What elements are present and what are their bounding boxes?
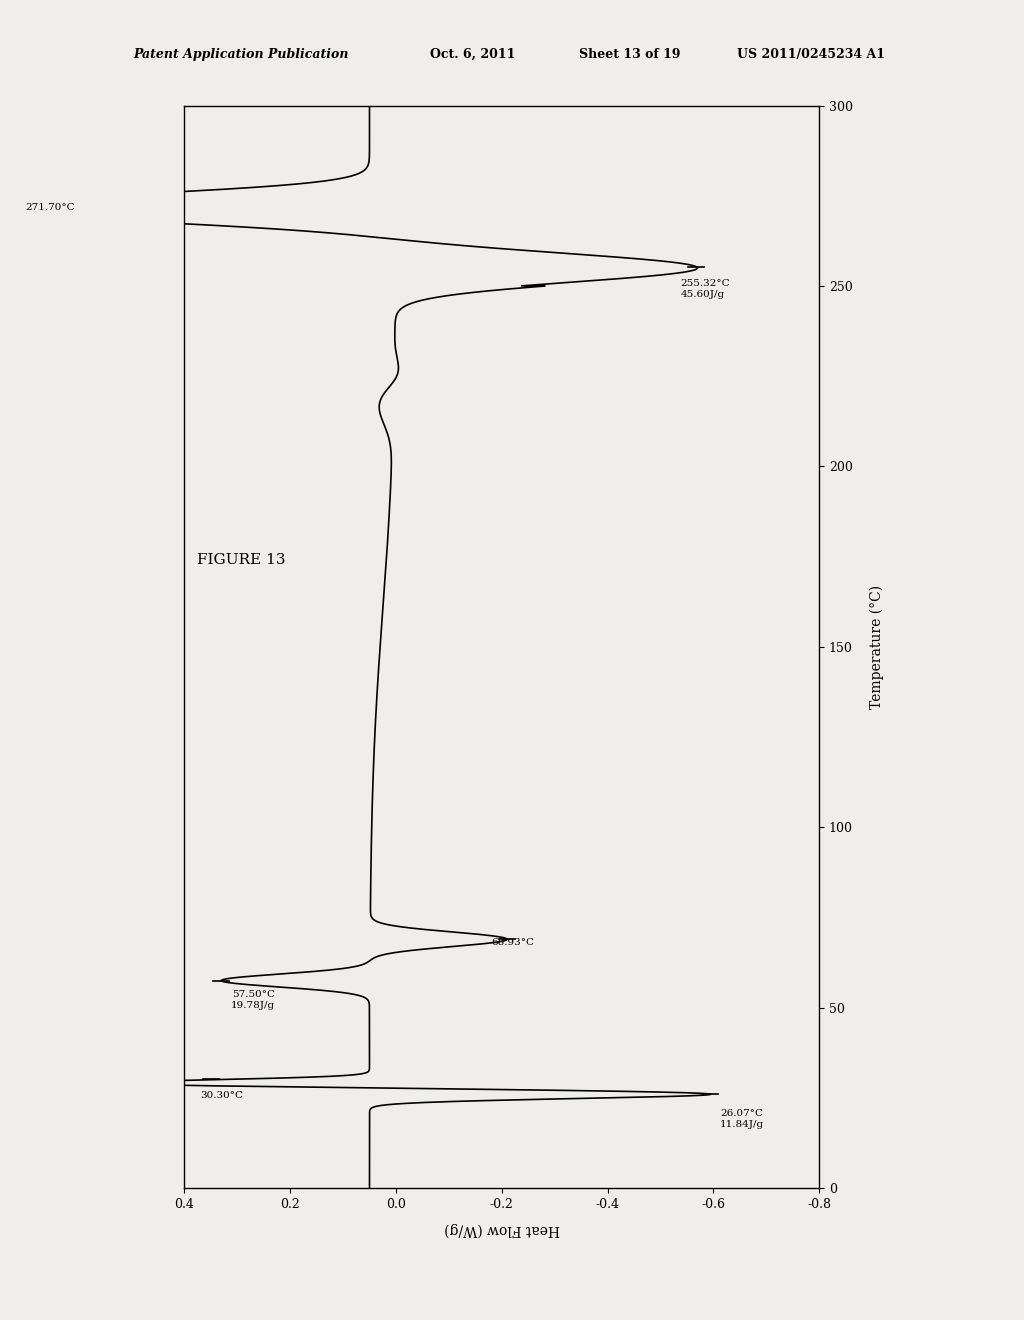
Text: 26.07°C
11.84J/g: 26.07°C 11.84J/g xyxy=(720,1109,764,1129)
Text: Sheet 13 of 19: Sheet 13 of 19 xyxy=(579,48,680,61)
Y-axis label: Temperature (°C): Temperature (°C) xyxy=(869,585,884,709)
Text: US 2011/0245234 A1: US 2011/0245234 A1 xyxy=(737,48,886,61)
Text: FIGURE 13: FIGURE 13 xyxy=(197,553,286,568)
Text: 255.32°C
45.60J/g: 255.32°C 45.60J/g xyxy=(680,279,730,298)
Text: Oct. 6, 2011: Oct. 6, 2011 xyxy=(430,48,515,61)
Text: 271.70°C: 271.70°C xyxy=(26,203,76,213)
Text: Patent Application Publication: Patent Application Publication xyxy=(133,48,348,61)
Text: 30.30°C: 30.30°C xyxy=(201,1090,244,1100)
X-axis label: Heat Flow (W/g): Heat Flow (W/g) xyxy=(443,1222,560,1237)
Text: 57.50°C
19.78J/g: 57.50°C 19.78J/g xyxy=(231,990,275,1010)
Text: 68.93°C: 68.93°C xyxy=(492,939,535,948)
